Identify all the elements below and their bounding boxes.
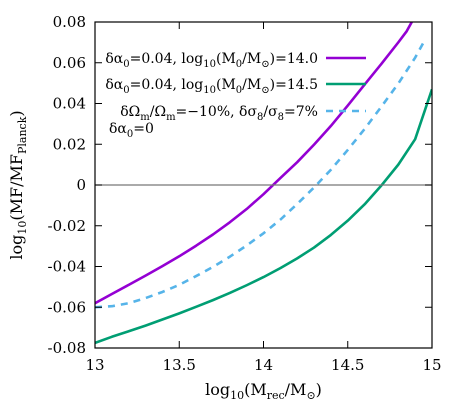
- y-tick-label: 0.08: [53, 13, 86, 31]
- x-tick-label: 13: [85, 356, 104, 374]
- y-tick-label: -0.06: [48, 298, 86, 316]
- y-tick-label: 0: [76, 176, 86, 194]
- x-axis-title: log10(Mrec/M⊙): [205, 380, 322, 402]
- series-line-3: [95, 41, 425, 309]
- y-tick-label: -0.02: [48, 217, 86, 235]
- y-tick-label: -0.04: [48, 258, 86, 276]
- series-line-1: [95, 22, 413, 305]
- y-tick-label: -0.08: [48, 339, 86, 357]
- y-tick-label: 0.04: [53, 95, 86, 113]
- x-tick-label: 15: [422, 356, 441, 374]
- legend-label-3-line2: δα0=0: [109, 121, 154, 140]
- legend-label-1: δα0=0.04, log10(M0/M⊙)=14.0: [105, 51, 318, 70]
- series-line-2: [95, 88, 432, 345]
- y-tick-label: 0.06: [53, 54, 86, 72]
- legend-label-2: δα0=0.04, log10(M0/M⊙)=14.5: [105, 77, 318, 96]
- legend-label-3: δΩm/Ωm=−10%, δσ8/σ8=7%: [120, 104, 318, 123]
- x-tick-label: 13.5: [163, 356, 196, 374]
- y-axis-title: log10(MF/MFPlanck): [7, 110, 29, 259]
- y-tick-label: 0.02: [53, 135, 86, 153]
- x-tick-label: 14.5: [331, 356, 364, 374]
- x-tick-label: 14: [254, 356, 273, 374]
